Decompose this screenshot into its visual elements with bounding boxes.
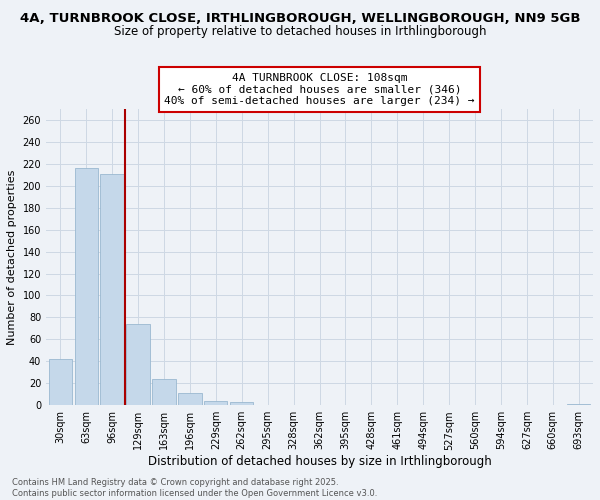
X-axis label: Distribution of detached houses by size in Irthlingborough: Distribution of detached houses by size … xyxy=(148,455,491,468)
Bar xyxy=(204,401,227,405)
Bar xyxy=(152,379,176,405)
Bar xyxy=(567,404,590,405)
Bar xyxy=(127,324,149,405)
Text: Size of property relative to detached houses in Irthlingborough: Size of property relative to detached ho… xyxy=(114,25,486,38)
Bar xyxy=(49,359,72,405)
Y-axis label: Number of detached properties: Number of detached properties xyxy=(7,170,17,345)
Text: 4A, TURNBROOK CLOSE, IRTHLINGBOROUGH, WELLINGBOROUGH, NN9 5GB: 4A, TURNBROOK CLOSE, IRTHLINGBOROUGH, WE… xyxy=(20,12,580,26)
Text: 4A TURNBROOK CLOSE: 108sqm
← 60% of detached houses are smaller (346)
40% of sem: 4A TURNBROOK CLOSE: 108sqm ← 60% of deta… xyxy=(164,73,475,106)
Bar xyxy=(74,168,98,405)
Bar xyxy=(100,174,124,405)
Bar xyxy=(230,402,253,405)
Bar xyxy=(178,393,202,405)
Text: Contains HM Land Registry data © Crown copyright and database right 2025.
Contai: Contains HM Land Registry data © Crown c… xyxy=(12,478,377,498)
